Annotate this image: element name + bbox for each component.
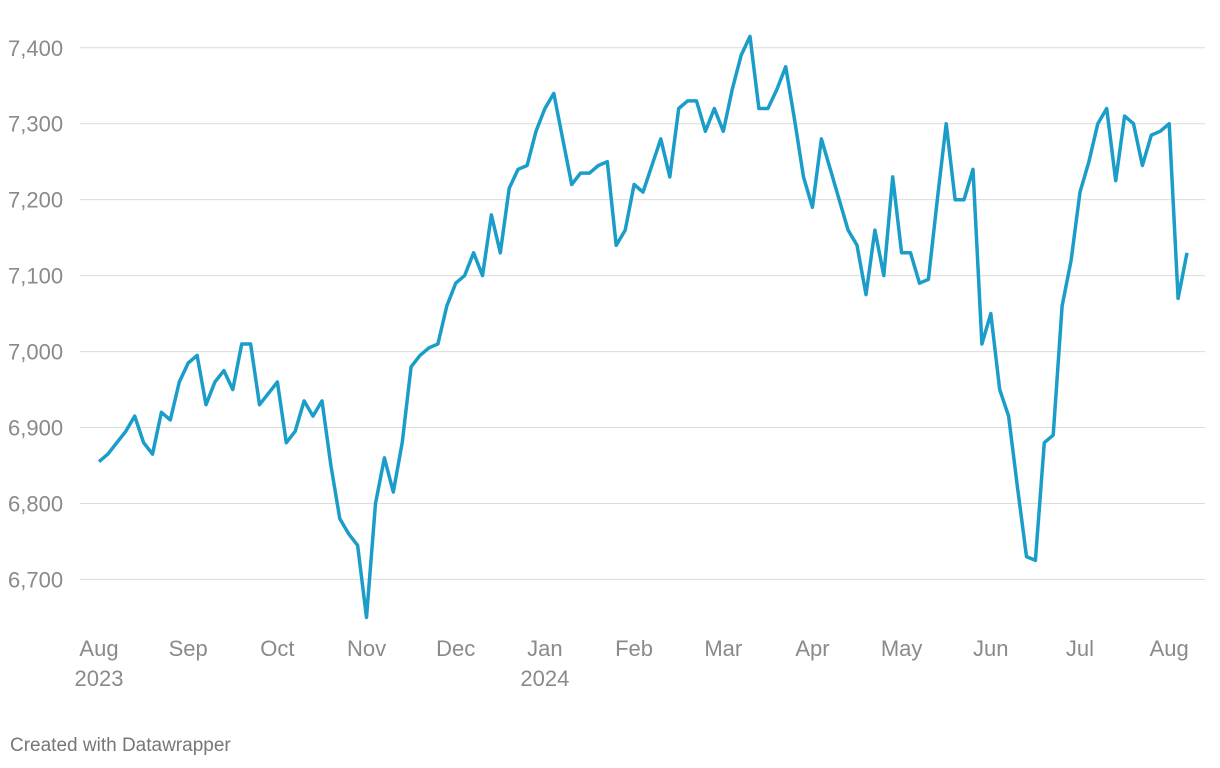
x-tick-label: Sep: [169, 636, 208, 661]
x-tick-label: Jan 2024: [520, 636, 569, 691]
x-tick-label: Oct: [260, 636, 294, 661]
x-tick-label: Jun: [973, 636, 1008, 661]
x-tick-label: May: [881, 636, 923, 661]
x-tick-label: Aug: [1150, 636, 1189, 661]
y-tick-label: 7,100: [8, 264, 63, 289]
x-tick-label: Mar: [704, 636, 742, 661]
y-tick-label: 7,000: [8, 340, 63, 365]
y-tick-label: 7,300: [8, 112, 63, 137]
y-tick-label: 7,200: [8, 188, 63, 213]
x-tick-label: Aug 2023: [75, 636, 124, 691]
x-tick-label: Jul: [1066, 636, 1094, 661]
x-tick-label: Feb: [615, 636, 653, 661]
y-tick-label: 6,700: [8, 567, 63, 592]
line-series: [97, 34, 1189, 620]
y-tick-label: 7,400: [8, 36, 63, 61]
y-tick-label: 6,900: [8, 416, 63, 441]
x-tick-label: Nov: [347, 636, 386, 661]
credit: Created with Datawrapper: [10, 735, 231, 756]
x-tick-label: Dec: [436, 636, 475, 661]
y-tick-label: 6,800: [8, 491, 63, 516]
x-tick-label: Apr: [795, 636, 829, 661]
